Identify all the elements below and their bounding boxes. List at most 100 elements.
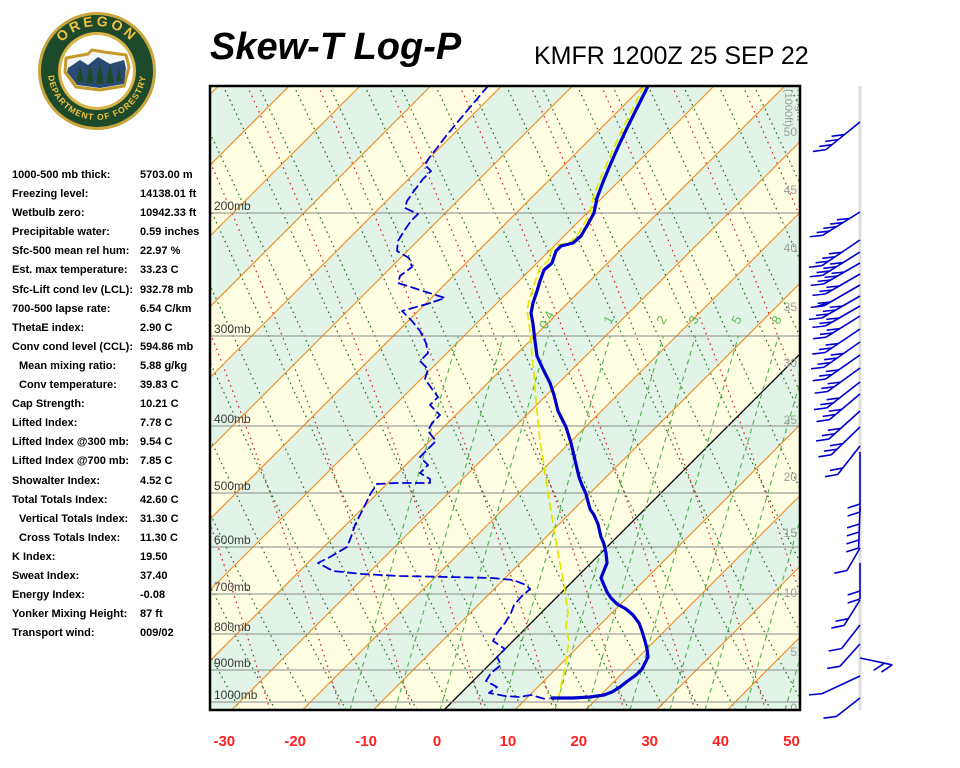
plot-border — [208, 84, 802, 712]
stat-label: Yonker Mixing Height: — [12, 608, 128, 621]
stat-value: 009/02 — [140, 627, 174, 640]
dry-adiabat-line — [885, 86, 960, 710]
height-tick-label: 25 — [784, 413, 798, 427]
stat-label: Sweat Index: — [12, 569, 80, 582]
wind-barb — [826, 643, 861, 670]
temperature-trace — [529, 86, 650, 700]
mixing-ratio-line — [394, 335, 504, 710]
odf-logo-seal: OREGON DEPARTMENT OF FORESTRY — [38, 12, 156, 130]
height-axis-unit: (1000ft) — [782, 89, 794, 127]
wind-barb — [808, 675, 861, 696]
wind-barb — [812, 354, 861, 382]
wind-barb — [815, 410, 861, 442]
stat-row: Transport wind: 009/02 — [12, 624, 212, 643]
stat-label: Lifted Index: — [12, 417, 78, 430]
station-id-datetime: KMFR 1200Z 25 SEP 22 — [534, 42, 809, 70]
sounding-indices-panel: 1000-500 mb thick: 5703.00 m Freezing leve… — [12, 166, 212, 643]
moist-adiabat-line — [825, 86, 960, 710]
wind-barb — [813, 381, 861, 411]
mixing-ratio-line — [784, 656, 800, 710]
height-tick-label: 5 — [790, 645, 797, 659]
wind-barb — [809, 251, 861, 278]
wind-barb — [847, 452, 861, 517]
wind-barb — [812, 305, 861, 329]
pressure-label: 300mb — [214, 322, 251, 336]
stat-value: 2.90 C — [140, 321, 173, 334]
moist-adiabat-line — [789, 86, 800, 110]
stat-row: K Index: 19.50 — [12, 548, 212, 567]
height-tick-label: 10 — [784, 586, 798, 600]
mixing-ratio-line — [501, 335, 611, 710]
stat-value: 932.78 mb — [140, 283, 194, 296]
wind-barb — [810, 284, 861, 309]
wind-barb — [823, 697, 861, 719]
isotherm-line — [372, 282, 800, 710]
zero-isotherm-line — [443, 353, 800, 710]
stat-value: 39.83 C — [140, 379, 179, 392]
stat-row: Mean mixing ratio: 5.88 g/kg — [12, 357, 212, 376]
isotherm-line — [210, 86, 573, 450]
stat-label: Lifted Index @700 mb: — [12, 455, 130, 468]
pressure-label: 1000mb — [214, 688, 258, 702]
pressure-label: 900mb — [214, 656, 251, 670]
x-axis-tick-label: 10 — [500, 733, 517, 750]
pressure-label: 800mb — [214, 620, 251, 634]
stat-row: Precipitable water: 0.59 inches — [12, 223, 212, 242]
isotherm-line — [210, 86, 502, 379]
wind-barb — [845, 507, 861, 553]
stat-value: -0.08 — [140, 589, 166, 602]
stat-label: Precipitable water: — [12, 226, 110, 239]
mixing-ratio-line — [704, 380, 800, 710]
stat-label: Est. max temperature: — [12, 264, 128, 277]
logo-trees — [76, 62, 122, 84]
isotherm-band — [210, 86, 800, 710]
height-tick-label: 30 — [784, 356, 798, 370]
x-axis-tick-label: -30 — [213, 733, 235, 750]
stat-row: Yonker Mixing Height: 87 ft — [12, 605, 212, 624]
mixing-ratio-line — [439, 335, 549, 710]
x-axis-tick-label: 0 — [433, 733, 441, 750]
stat-row: Total Totals Index: 42.60 C — [12, 491, 212, 510]
stat-value: 5703.00 m — [140, 169, 193, 181]
stat-row: Sfc-500 mean rel hum: 22.97 % — [12, 242, 212, 261]
stat-row: Sfc-Lift cond lev (LCL): 932.78 mb — [12, 281, 212, 300]
stat-value: 9.54 C — [140, 436, 173, 449]
x-axis-tick-label: 30 — [641, 733, 658, 750]
stat-row: Showalter Index: 4.52 C — [12, 472, 212, 491]
stat-label: Vertical Totals Index: — [19, 512, 129, 525]
stat-value: 7.78 C — [140, 417, 173, 430]
stat-row: Conv cond level (CCL): 594.86 mb — [12, 338, 212, 357]
x-axis-tick-label: 20 — [570, 733, 587, 750]
pressure-label: 400mb — [214, 412, 251, 426]
x-axis-tick-label: -10 — [355, 733, 377, 750]
stat-label: 700-500 lapse rate: — [12, 302, 111, 315]
height-tick-label: 35 — [784, 300, 798, 314]
stat-label: Cross Totals Index: — [19, 531, 121, 544]
stat-label: Total Totals Index: — [12, 493, 108, 506]
stat-label: Transport wind: — [12, 627, 95, 640]
isotherm-line — [210, 86, 432, 308]
height-tick-label: 45 — [784, 183, 798, 197]
isotherm-line — [210, 86, 786, 662]
stat-row: Conv temperature: 39.83 C — [12, 376, 212, 395]
stat-value: 37.40 — [140, 569, 168, 582]
isotherm-line — [656, 565, 800, 710]
wind-barb — [816, 393, 861, 423]
dry-adiabat-line — [955, 86, 960, 710]
stat-row: Lifted Index @700 mb: 7.85 C — [12, 452, 212, 471]
pressure-label: 700mb — [214, 580, 251, 594]
x-axis-tick-label: -20 — [284, 733, 306, 750]
mixing-ratio-line — [669, 335, 779, 710]
wind-barb — [824, 445, 861, 478]
stat-label: 1000-500 mb thick: — [12, 169, 111, 181]
isotherm-line — [797, 707, 800, 710]
stat-value: 19.50 — [140, 550, 168, 563]
moist-adiabat-line — [931, 86, 960, 710]
wind-barb — [828, 624, 861, 652]
stat-label: Sfc-Lift cond lev (LCL): — [12, 283, 133, 296]
wind-barb — [810, 341, 861, 370]
stat-value: 6.54 C/km — [140, 302, 192, 315]
isotherm-line — [210, 86, 361, 237]
stat-row: ThetaE index: 2.90 C — [12, 319, 212, 338]
page-title: Skew-T Log-P — [210, 26, 462, 68]
